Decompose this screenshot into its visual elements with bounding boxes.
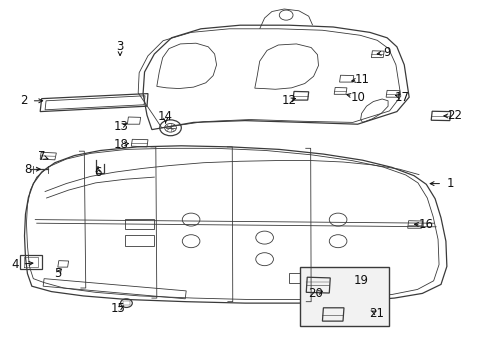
- Text: 12: 12: [282, 94, 296, 107]
- Text: 17: 17: [394, 91, 409, 104]
- Text: 5: 5: [54, 267, 62, 280]
- Text: 10: 10: [350, 91, 365, 104]
- Text: 11: 11: [355, 73, 370, 86]
- Text: 1: 1: [447, 177, 455, 190]
- Text: 16: 16: [419, 219, 434, 231]
- Text: 20: 20: [309, 287, 323, 300]
- Text: 8: 8: [24, 163, 32, 176]
- Text: 15: 15: [111, 302, 126, 315]
- Text: 22: 22: [447, 109, 462, 122]
- Text: 21: 21: [369, 307, 384, 320]
- Bar: [289, 273, 319, 283]
- Text: 18: 18: [114, 138, 129, 150]
- Text: 9: 9: [383, 46, 391, 59]
- Bar: [352, 273, 382, 283]
- Bar: [125, 235, 154, 246]
- Text: 4: 4: [11, 258, 19, 271]
- Text: 3: 3: [116, 40, 124, 53]
- Text: 19: 19: [354, 274, 369, 287]
- Text: 14: 14: [158, 111, 173, 123]
- Text: 6: 6: [94, 166, 102, 179]
- Text: 7: 7: [38, 150, 46, 163]
- Bar: [125, 219, 154, 229]
- Bar: [300, 267, 389, 326]
- Text: 13: 13: [114, 120, 129, 132]
- Text: 2: 2: [20, 94, 27, 107]
